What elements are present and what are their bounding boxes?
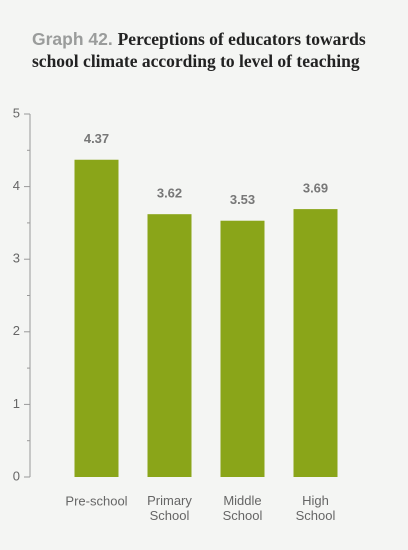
x-tick-label: Middle School <box>223 493 263 523</box>
bar <box>74 159 119 477</box>
y-tick-label: 0 <box>13 468 20 483</box>
value-label: 3.53 <box>230 192 255 207</box>
y-tick-label: 2 <box>13 323 20 338</box>
title-label: Graph 42. <box>32 29 113 49</box>
value-label: 4.37 <box>84 131 109 146</box>
value-label: 3.62 <box>157 186 182 201</box>
y-tick-label: 3 <box>13 251 20 266</box>
y-tick-label: 5 <box>13 105 20 120</box>
chart-title: Graph 42. Perceptions of educators towar… <box>32 28 372 72</box>
bar <box>147 214 192 478</box>
y-tick-label: 4 <box>13 178 20 193</box>
title-text: Perceptions of educators towards school … <box>32 29 366 71</box>
bar <box>220 220 265 478</box>
y-tick-label: 1 <box>13 396 20 411</box>
x-tick-label: High School <box>296 493 336 523</box>
bar <box>293 209 338 477</box>
value-label: 3.69 <box>303 181 328 196</box>
x-tick-label: Primary School <box>147 493 192 523</box>
x-tick-label: Pre-school <box>65 493 127 508</box>
